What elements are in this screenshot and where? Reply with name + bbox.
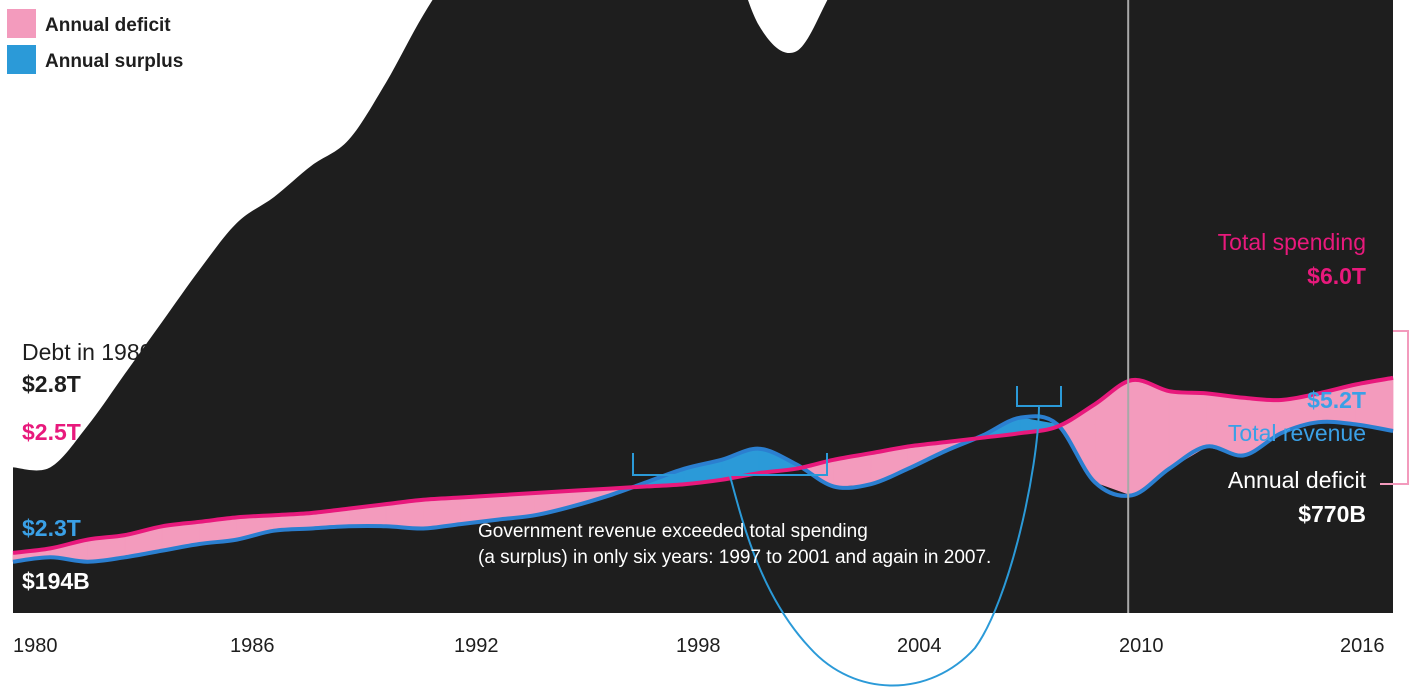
x-axis: 1980 1986 1992 1998 2004 2010 2016 [13, 635, 1385, 657]
debt-1980-value: $2.8T [22, 371, 81, 397]
x-tick-label: 1986 [230, 635, 275, 657]
x-tick-label: 1980 [13, 635, 58, 657]
deficit-bracket [1380, 330, 1409, 485]
legend-label-deficit: Annual deficit [45, 15, 171, 36]
spending-line [12, 375, 1394, 555]
revenue-value: $5.2T [1307, 387, 1366, 413]
debt-area-layer [13, 0, 1393, 613]
surplus-bracket-1997-2001 [632, 453, 828, 476]
x-tick-label: 1992 [454, 635, 499, 657]
surplus-connector-curve [729, 406, 1040, 687]
revenue-line [12, 414, 1394, 564]
revenue-1980-value: $2.3T [22, 515, 81, 541]
legend-label-surplus: Annual surplus [45, 51, 183, 72]
deficit-1980-value: $194B [22, 568, 90, 594]
x-tick-label: 2016 [1340, 635, 1385, 657]
x-tick-label: 2010 [1119, 635, 1164, 657]
deficit-value: $770B [1298, 501, 1366, 527]
spending-value: $6.0T [1307, 263, 1366, 289]
spending-1980-value: $2.5T [22, 419, 81, 445]
deficit-title: Annual deficit [1228, 467, 1367, 493]
surplus-note-line-1: Government revenue exceeded total spendi… [478, 521, 868, 542]
surplus-note-line-2: (a surplus) in only six years: 1997 to 2… [478, 547, 991, 568]
x-tick-label: 1998 [676, 635, 721, 657]
spending-title: Total spending [1218, 229, 1366, 255]
legend-swatch-deficit [7, 9, 36, 38]
debt-area [13, 0, 1393, 613]
x-tick-label: 2004 [897, 635, 942, 657]
debt-1980-title: Debt in 1980 [22, 339, 152, 365]
revenue-title: Total revenue [1228, 420, 1366, 446]
series-lines-layer [12, 375, 1394, 564]
legend-swatch-surplus [7, 45, 36, 74]
surplus-bracket-2007 [1016, 386, 1062, 407]
